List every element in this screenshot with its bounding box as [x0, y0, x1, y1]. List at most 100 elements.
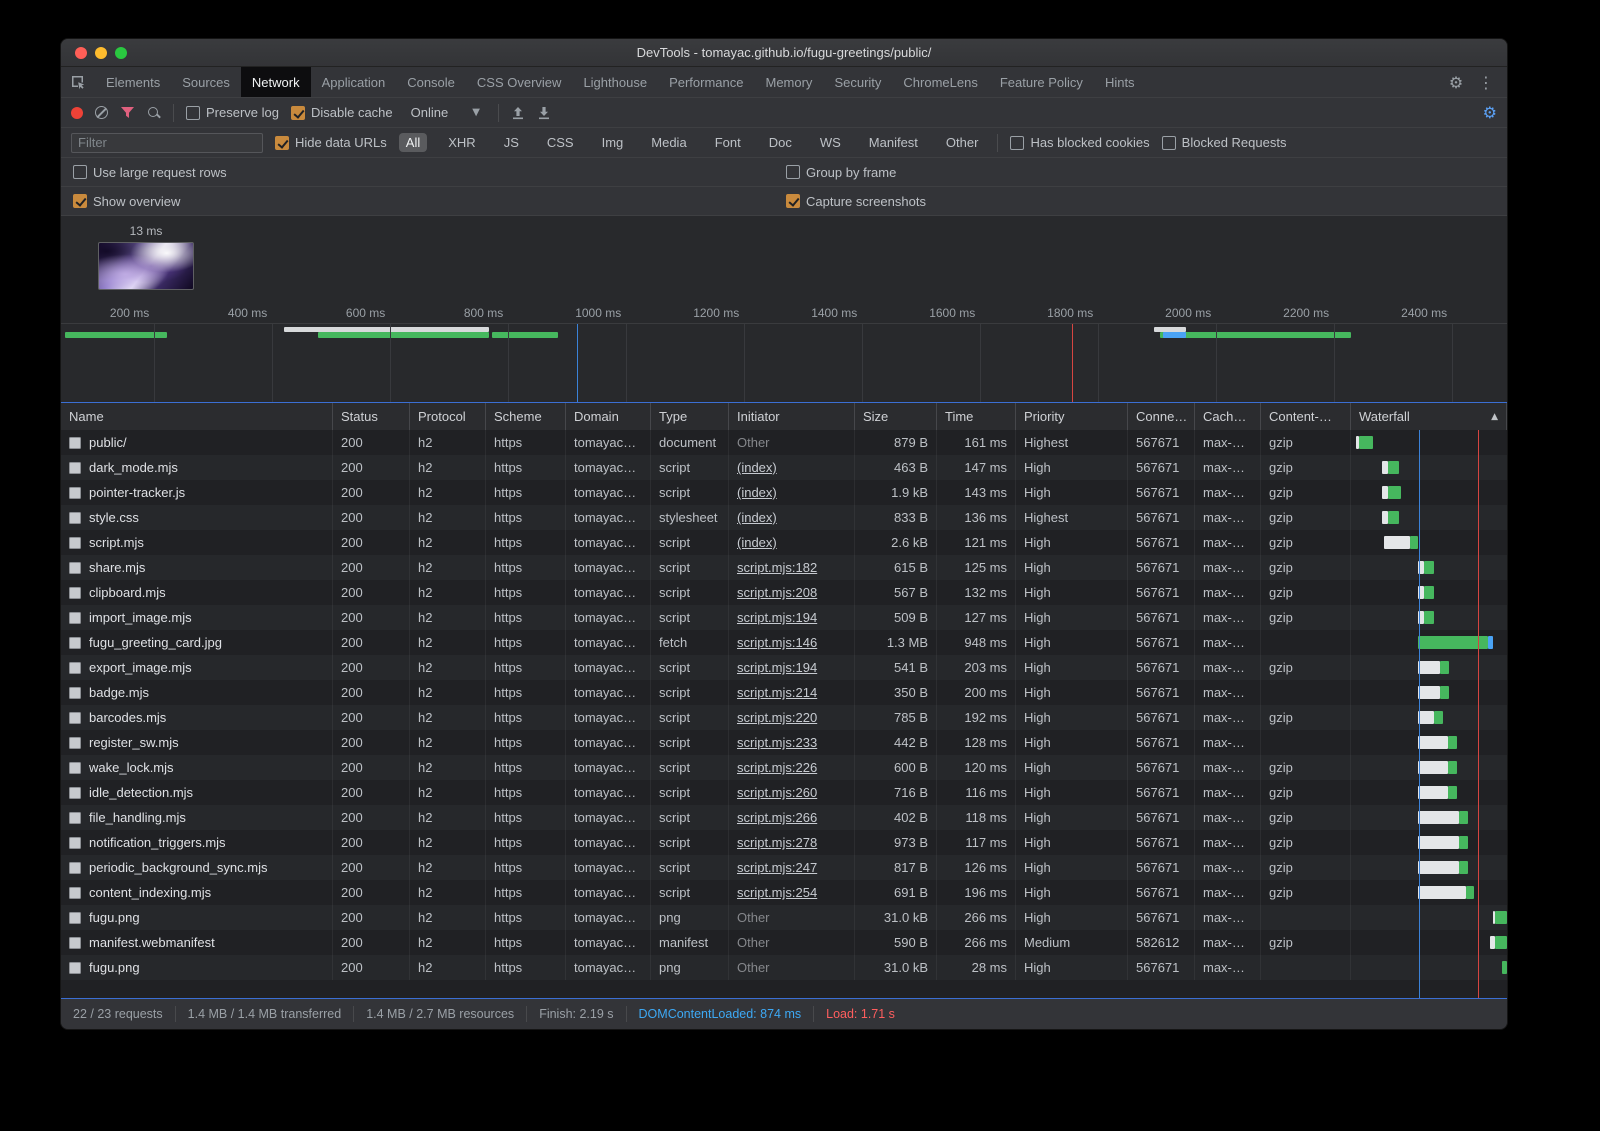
column-header-time[interactable]: Time: [937, 403, 1016, 430]
initiator-link[interactable]: script.mjs:260: [737, 785, 818, 800]
column-header-priority[interactable]: Priority: [1016, 403, 1128, 430]
tab-css-overview[interactable]: CSS Overview: [476, 74, 562, 90]
show-overview-box[interactable]: [73, 194, 87, 208]
table-row[interactable]: file_handling.mjs 200 h2 https tomayac… scrip…: [61, 805, 1507, 830]
filter-funnel-icon[interactable]: [120, 106, 135, 119]
table-row[interactable]: script.mjs 200 h2 https tomayac… script (index…: [61, 530, 1507, 555]
table-row[interactable]: barcodes.mjs 200 h2 https tomayac… script scri…: [61, 705, 1507, 730]
filter-type-font[interactable]: Font: [714, 135, 741, 150]
group-by-frame-checkbox[interactable]: Group by frame: [784, 165, 1497, 180]
export-har-icon[interactable]: [537, 106, 551, 120]
initiator-link[interactable]: script.mjs:220: [737, 710, 818, 725]
table-row[interactable]: badge.mjs 200 h2 https tomayac… script script.…: [61, 680, 1507, 705]
filter-type-doc[interactable]: Doc: [768, 135, 792, 150]
tab-elements[interactable]: Elements: [106, 74, 161, 90]
tab-chromelens[interactable]: ChromeLens: [903, 74, 978, 90]
filter-type-css[interactable]: CSS: [546, 135, 574, 150]
column-header-size[interactable]: Size: [855, 403, 937, 430]
column-header-type[interactable]: Type: [651, 403, 729, 430]
filmstrip-screenshot-thumbnail[interactable]: [98, 242, 194, 290]
initiator-link[interactable]: script.mjs:214: [737, 685, 818, 700]
table-row[interactable]: manifest.webmanifest 200 h2 https tomayac… ma…: [61, 930, 1507, 955]
initiator-link[interactable]: script.mjs:226: [737, 760, 818, 775]
initiator-link[interactable]: script.mjs:266: [737, 810, 818, 825]
network-settings-gear-icon[interactable]: ⚙: [1482, 103, 1497, 122]
table-row[interactable]: share.mjs 200 h2 https tomayac… script script.…: [61, 555, 1507, 580]
filter-type-other[interactable]: Other: [945, 135, 979, 150]
table-row[interactable]: import_image.mjs 200 h2 https tomayac… script…: [61, 605, 1507, 630]
tab-hints[interactable]: Hints: [1104, 74, 1135, 90]
table-row[interactable]: notification_triggers.mjs 200 h2 https tomay…: [61, 830, 1507, 855]
table-row[interactable]: public/200 h2 https tomayac… document Other 87…: [61, 430, 1507, 455]
table-row[interactable]: clipboard.mjs 200 h2 https tomayac… script scr…: [61, 580, 1507, 605]
import-har-icon[interactable]: [511, 106, 525, 120]
tab-network[interactable]: Network: [240, 67, 311, 97]
disable-cache-checkbox[interactable]: Disable cache: [290, 105, 393, 120]
initiator-link[interactable]: (index): [737, 535, 777, 550]
disable-cache-box[interactable]: [290, 105, 305, 120]
tab-application[interactable]: Application: [321, 74, 386, 90]
capture-screenshots-box[interactable]: [786, 194, 800, 208]
filter-type-manifest[interactable]: Manifest: [868, 135, 918, 150]
column-header-status[interactable]: Status: [333, 403, 410, 430]
column-header-cach[interactable]: Cach…: [1195, 403, 1261, 430]
initiator-link[interactable]: script.mjs:146: [737, 635, 818, 650]
search-icon[interactable]: [147, 106, 161, 120]
use-large-request-rows-box[interactable]: [73, 165, 87, 179]
filter-type-img[interactable]: Img: [601, 135, 624, 150]
more-options-kebab-icon[interactable]: ⋮: [1478, 72, 1494, 92]
initiator-link[interactable]: script.mjs:194: [737, 660, 818, 675]
hide-data-urls-checkbox[interactable]: Hide data URLs: [275, 135, 387, 150]
initiator-link[interactable]: script.mjs:247: [737, 860, 818, 875]
inspect-element-button[interactable]: [61, 67, 95, 97]
tab-memory[interactable]: Memory: [765, 74, 813, 90]
capture-screenshots-checkbox[interactable]: Capture screenshots: [784, 194, 1497, 209]
initiator-link[interactable]: script.mjs:254: [737, 885, 818, 900]
minimize-window-button[interactable]: [95, 46, 107, 59]
sort-ascending-icon[interactable]: ▲: [1491, 411, 1498, 422]
show-overview-checkbox[interactable]: Show overview: [71, 194, 784, 209]
table-row[interactable]: periodic_background_sync.mjs 200 h2 https to…: [61, 855, 1507, 880]
settings-gear-icon[interactable]: ⚙: [1448, 72, 1464, 92]
initiator-link[interactable]: (index): [737, 510, 777, 525]
table-row[interactable]: fugu.png 200 h2 https tomayac… png Other 31.0 k…: [61, 955, 1507, 980]
table-row[interactable]: register_sw.mjs 200 h2 https tomayac… script s…: [61, 730, 1507, 755]
clear-network-log-icon[interactable]: [95, 106, 108, 119]
table-row[interactable]: idle_detection.mjs 200 h2 https tomayac… scri…: [61, 780, 1507, 805]
initiator-link[interactable]: script.mjs:208: [737, 585, 818, 600]
initiator-link[interactable]: (index): [737, 460, 777, 475]
blocked-requests-checkbox[interactable]: Blocked Requests: [1161, 135, 1286, 150]
column-header-domain[interactable]: Domain: [566, 403, 651, 430]
zoom-window-button[interactable]: [115, 46, 127, 59]
filter-type-xhr[interactable]: XHR: [448, 135, 476, 150]
throttling-dropdown[interactable]: Online ▼: [405, 103, 486, 122]
filter-input[interactable]: [71, 132, 263, 153]
table-row[interactable]: content_indexing.mjs 200 h2 https tomayac… sc…: [61, 880, 1507, 905]
table-row[interactable]: wake_lock.mjs 200 h2 https tomayac… script scr…: [61, 755, 1507, 780]
tab-console[interactable]: Console: [407, 74, 455, 90]
close-window-button[interactable]: [75, 46, 87, 59]
column-header-scheme[interactable]: Scheme: [486, 403, 566, 430]
preserve-log-box[interactable]: [186, 105, 200, 120]
tab-feature-policy[interactable]: Feature Policy: [999, 74, 1083, 90]
use-large-request-rows-checkbox[interactable]: Use large request rows: [71, 165, 784, 180]
initiator-link[interactable]: script.mjs:278: [737, 835, 818, 850]
tab-performance[interactable]: Performance: [669, 74, 744, 90]
column-header-initiator[interactable]: Initiator: [729, 403, 855, 430]
column-header-content[interactable]: Content-…: [1261, 403, 1351, 430]
initiator-link[interactable]: script.mjs:194: [737, 610, 818, 625]
initiator-link[interactable]: (index): [737, 485, 777, 500]
initiator-link[interactable]: script.mjs:182: [737, 560, 818, 575]
blocked-requests-box[interactable]: [1161, 135, 1176, 150]
filter-type-media[interactable]: Media: [651, 135, 687, 150]
filter-type-ws[interactable]: WS: [819, 135, 841, 150]
hide-data-urls-box[interactable]: [275, 135, 289, 150]
has-blocked-cookies-checkbox[interactable]: Has blocked cookies: [1010, 135, 1150, 150]
column-header-protocol[interactable]: Protocol: [410, 403, 486, 430]
tab-sources[interactable]: Sources: [182, 74, 230, 90]
table-row[interactable]: dark_mode.mjs 200 h2 https tomayac… script (in…: [61, 455, 1507, 480]
group-by-frame-box[interactable]: [786, 165, 800, 179]
table-row[interactable]: export_image.mjs 200 h2 https tomayac… script…: [61, 655, 1507, 680]
table-row[interactable]: style.css 200 h2 https tomayac… stylesheet (in…: [61, 505, 1507, 530]
tab-security[interactable]: Security: [834, 74, 882, 90]
